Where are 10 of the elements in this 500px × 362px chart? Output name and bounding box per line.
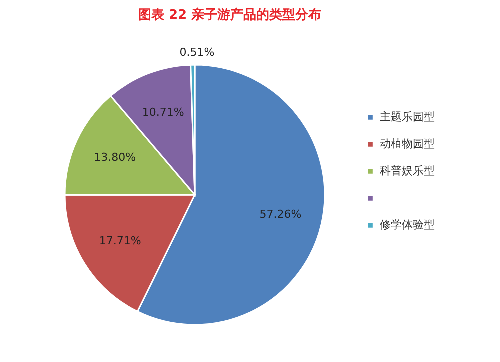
legend-label: 动植物园型 <box>380 138 435 150</box>
data-label: 13.80% <box>94 151 136 164</box>
legend-label: 主题乐园型 <box>380 110 435 124</box>
data-label: 10.71% <box>142 106 184 119</box>
data-label: 57.26% <box>260 208 302 221</box>
data-label: 17.71% <box>99 234 142 248</box>
data-label: 0.51% <box>180 46 215 60</box>
chart-title: 图表 22 亲子游产品的类型分布 <box>138 7 322 23</box>
legend-label: 修学体验型 <box>380 218 435 232</box>
legend-label: 科普娱乐型 <box>380 164 435 178</box>
